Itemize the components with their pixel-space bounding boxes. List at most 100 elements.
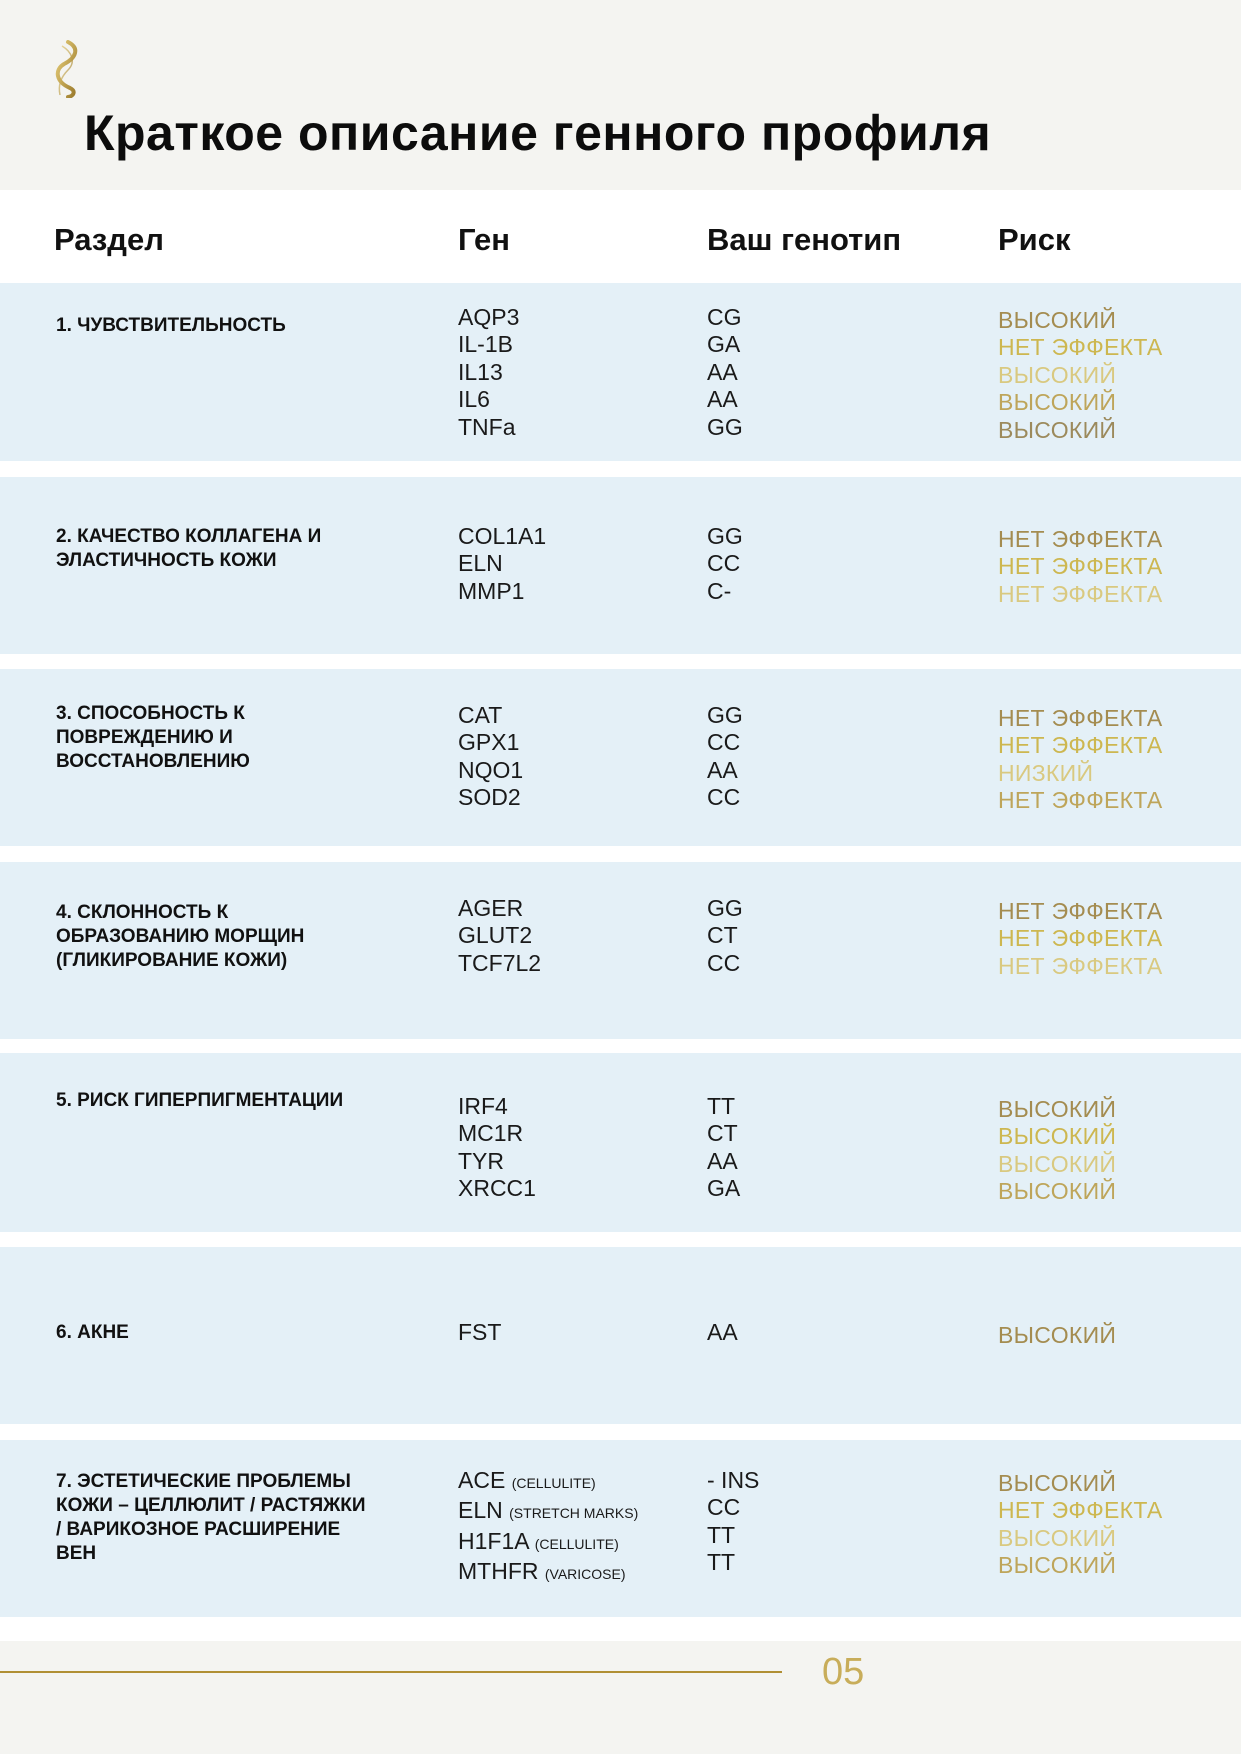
gene-item: TNFa — [458, 414, 519, 441]
risk-value: НЕТ ЭФФЕКТА — [998, 580, 1163, 607]
column-header-genotype: Ваш генотип — [707, 222, 902, 257]
risk-value: НИЗКИЙ — [998, 759, 1094, 786]
risk-value: ВЫСОКИЙ — [998, 307, 1117, 333]
section-name: 1. ЧУВСТВИТЕЛЬНОСТЬ — [56, 315, 286, 336]
gene-item: IRF4 — [458, 1093, 536, 1120]
gene-item: TYR — [458, 1148, 536, 1175]
gene-name: IRF4 — [458, 1093, 508, 1119]
genotype-value: GG — [707, 523, 743, 549]
page-title: Краткое описание генного профиля — [84, 105, 992, 161]
section-name: 7. ЭСТЕТИЧЕСКИЕ ПРОБЛЕМЫ КОЖИ – ЦЕЛЛЮЛИТ… — [56, 1471, 366, 1564]
gene-list: FST — [458, 1319, 501, 1346]
gene-name: MTHFR — [458, 1558, 539, 1585]
genotype-value: CT — [707, 1120, 738, 1147]
gene-item: H1F1A (CELLULITE) — [458, 1528, 638, 1558]
gene-item: TCF7L2 — [458, 950, 541, 977]
risk-list: НЕТ ЭФФЕКТА НЕТ ЭФФЕКТА НЕТ ЭФФЕКТА — [998, 898, 1163, 980]
genotype-list: CG GA AA AA GG — [707, 304, 743, 441]
gene-name: XRCC1 — [458, 1175, 536, 1202]
risk-list: ВЫСОКИЙ НЕТ ЭФФЕКТА ВЫСОКИЙ ВЫСОКИЙ — [998, 1470, 1163, 1580]
column-header-risk: Риск — [998, 222, 1071, 257]
risk-value: НЕТ ЭФФЕКТА — [998, 553, 1163, 580]
gene-name: TNFa — [458, 413, 516, 440]
risk-value: НЕТ ЭФФЕКТА — [998, 787, 1163, 814]
genotype-list: GG CC C- — [707, 523, 743, 605]
gene-item: IL13 — [458, 359, 519, 386]
gene-name: AGER — [458, 895, 524, 921]
gene-list: AGER GLUT2 TCF7L2 — [458, 895, 541, 977]
gene-name: IL6 — [458, 386, 490, 413]
risk-value: ВЫСОКИЙ — [998, 361, 1117, 388]
table-header: Раздел Ген Ваш генотип Риск — [0, 190, 1241, 283]
column-header-section: Раздел — [54, 222, 164, 257]
gene-list: AQP3 IL-1B IL13 IL6 TNFa — [458, 304, 519, 441]
risk-value: ВЫСОКИЙ — [998, 1096, 1117, 1122]
genotype-value: AA — [707, 756, 738, 783]
gene-item: MTHFR (VARICOSE) — [458, 1558, 638, 1588]
gene-item: AQP3 — [458, 304, 519, 331]
genotype-value: TT — [707, 1093, 736, 1119]
gene-name: NQO1 — [458, 756, 524, 783]
gene-name: GLUT2 — [458, 922, 533, 949]
column-header-gene: Ген — [458, 222, 510, 257]
risk-value: ВЫСОКИЙ — [998, 1524, 1117, 1551]
table-row: 3. СПОСОБНОСТЬ К ПОВРЕЖДЕНИЮ И ВОССТАНОВ… — [0, 669, 1241, 846]
genotype-value: CT — [707, 922, 738, 949]
genotype-value: CC — [707, 550, 741, 577]
risk-value: НЕТ ЭФФЕКТА — [998, 1497, 1163, 1524]
gene-item: AGER — [458, 895, 541, 922]
risk-value: НЕТ ЭФФЕКТА — [998, 526, 1163, 552]
section-name: 6. АКНЕ — [56, 1322, 129, 1343]
table-row: 2. КАЧЕСТВО КОЛЛАГЕНА И ЭЛАСТИЧНОСТЬ КОЖ… — [0, 477, 1241, 654]
genotype-value: AA — [707, 386, 738, 413]
risk-list: ВЫСОКИЙ НЕТ ЭФФЕКТА ВЫСОКИЙ ВЫСОКИЙ ВЫСОКИЙ — [998, 307, 1163, 444]
risk-value: НЕТ ЭФФЕКТА — [998, 732, 1163, 759]
gene-name: IL13 — [458, 358, 503, 385]
genotype-list: - INS CC TT TT — [707, 1467, 759, 1577]
gene-name: TCF7L2 — [458, 949, 542, 976]
gene-item: IL-1B — [458, 331, 519, 358]
gene-item: NQO1 — [458, 757, 523, 784]
table-row: 1. ЧУВСТВИТЕЛЬНОСТЬ AQP3 IL-1B IL13 IL6 TNFa C… — [0, 283, 1241, 461]
section-name: 5. РИСК ГИПЕРПИГМЕНТАЦИИ — [56, 1090, 344, 1111]
table-row: 5. РИСК ГИПЕРПИГМЕНТАЦИИ IRF4 MC1R TYR XRCC1… — [0, 1053, 1241, 1232]
genotype-list: GG CC AA CC — [707, 702, 743, 812]
gene-item: MMP1 — [458, 578, 546, 605]
genotype-list: TT CT AA GA — [707, 1093, 740, 1203]
gene-note: (STRETCH MARKS) — [509, 1505, 639, 1522]
gene-item: SOD2 — [458, 784, 523, 811]
genotype-value: AA — [707, 1147, 738, 1174]
genotype-value: GA — [707, 1175, 741, 1202]
genotype-value: - INS — [707, 1467, 760, 1493]
gene-name: FST — [458, 1319, 502, 1345]
gene-item: GLUT2 — [458, 922, 541, 949]
page-footer: 05 — [0, 1641, 1241, 1754]
gene-list: IRF4 MC1R TYR XRCC1 — [458, 1093, 536, 1203]
genotype-value: CG — [707, 304, 742, 330]
genotype-value: AA — [707, 1319, 738, 1345]
risk-value: НЕТ ЭФФЕКТА — [998, 952, 1163, 979]
gene-item: XRCC1 — [458, 1175, 536, 1202]
genotype-value: CC — [707, 729, 741, 756]
gene-name: GPX1 — [458, 729, 520, 756]
section-name: 4. СКЛОННОСТЬ К ОБРАЗОВАНИЮ МОРЩИН (ГЛИК… — [56, 902, 305, 971]
gene-list: ACE (CELLULITE) ELN (STRETCH MARKS) H1F1A … — [458, 1467, 638, 1589]
genotype-value: AA — [707, 358, 738, 385]
gene-name: IL-1B — [458, 331, 513, 358]
gene-item: MC1R — [458, 1120, 536, 1147]
risk-value: НЕТ ЭФФЕКТА — [998, 334, 1163, 361]
table-row: 6. АКНЕ FST AA ВЫСОКИЙ — [0, 1247, 1241, 1424]
risk-value: ВЫСОКИЙ — [998, 1150, 1117, 1177]
gene-item: FST — [458, 1319, 501, 1346]
table-row: 7. ЭСТЕТИЧЕСКИЕ ПРОБЛЕМЫ КОЖИ – ЦЕЛЛЮЛИТ… — [0, 1440, 1241, 1617]
gene-note: (CELLULITE) — [534, 1535, 619, 1552]
gene-name: TYR — [458, 1147, 504, 1174]
gene-name: SOD2 — [458, 784, 521, 811]
table-row: 4. СКЛОННОСТЬ К ОБРАЗОВАНИЮ МОРЩИН (ГЛИК… — [0, 862, 1241, 1039]
genotype-value: TT — [707, 1549, 736, 1576]
gene-note: (VARICOSE) — [544, 1566, 626, 1583]
gene-item: CAT — [458, 702, 523, 729]
risk-value: ВЫСОКИЙ — [998, 1322, 1117, 1348]
gene-name: AQP3 — [458, 304, 520, 330]
gene-item: ACE (CELLULITE) — [458, 1467, 638, 1497]
